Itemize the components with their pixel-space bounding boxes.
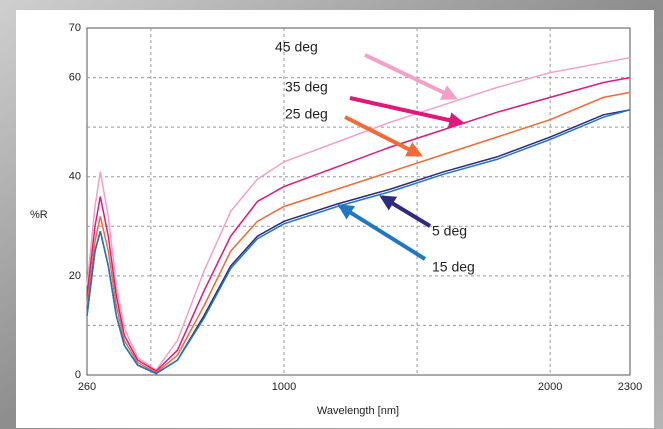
annotation-arrow (337, 204, 427, 261)
x-tick-label: 2000 (538, 381, 562, 393)
series-line (86, 109, 631, 375)
series-label: 15 deg (432, 259, 475, 275)
annotation-arrow (349, 96, 466, 129)
series-line (86, 91, 631, 374)
series-label: 45 deg (275, 39, 318, 55)
y-tick-label: 40 (69, 171, 81, 183)
series-label: 5 deg (432, 223, 467, 239)
x-tick-label: 260 (78, 381, 96, 393)
series-label: 35 deg (285, 79, 328, 95)
y-axis-label: %R (30, 209, 48, 221)
plot-frame (86, 27, 631, 376)
series-line (86, 76, 631, 372)
x-axis-label: Wavelength [nm] (317, 405, 399, 417)
annotation-arrow (379, 195, 432, 228)
series-label: 25 deg (285, 106, 328, 122)
y-tick-label: 20 (69, 270, 81, 282)
annotation-arrow (364, 53, 458, 100)
x-tick-label: 1000 (272, 381, 296, 393)
annotation-arrow (344, 115, 423, 157)
series-line (86, 56, 631, 372)
y-tick-label: 60 (69, 71, 81, 83)
x-tick-label: 2300 (618, 381, 642, 393)
y-tick-label: 0 (75, 369, 81, 381)
y-tick-label: 70 (69, 22, 81, 34)
panel (16, 10, 654, 428)
